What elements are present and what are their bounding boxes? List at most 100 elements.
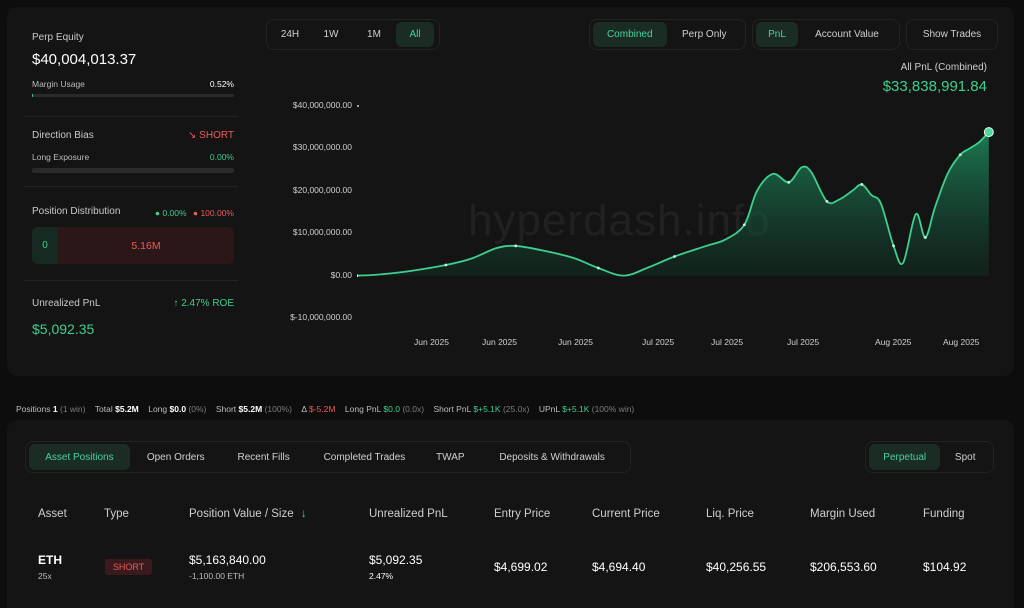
header-funding[interactable]: Funding (923, 508, 965, 520)
y-tick-label: $40,000,000.00 (292, 100, 352, 110)
chart-header-label: All PnL (Combined) (900, 62, 987, 73)
x-tick-label: Aug 2025 (875, 337, 912, 347)
x-tick-label: Jul 2025 (787, 337, 820, 347)
short-pnl-label: Short PnL (433, 404, 472, 414)
data-point (860, 183, 864, 186)
x-tick-label: Jun 2025 (482, 337, 517, 347)
margin-usage-bar (32, 94, 234, 97)
tab-completed-trades[interactable]: Completed Trades (323, 451, 406, 463)
tab-open-orders[interactable]: Open Orders (146, 451, 205, 463)
header-type[interactable]: Type (104, 508, 129, 520)
tab-perpetual[interactable]: Perpetual (869, 444, 941, 470)
pnl-chart[interactable] (357, 100, 997, 330)
range-selector: 24H 1W 1M All (266, 19, 440, 50)
latest-point-marker[interactable] (983, 127, 994, 138)
row-margin-used: $206,553.60 (810, 560, 877, 574)
short-pnl-note: (25.0x) (502, 404, 530, 414)
y-tick-label: $10,000,000.00 (292, 227, 352, 238)
row-asset: ETH (38, 553, 62, 567)
header-asset[interactable]: Asset (38, 508, 67, 520)
show-trades-button[interactable]: Show Trades (922, 29, 982, 40)
header-current-price[interactable]: Current Price (592, 508, 660, 520)
x-tick-label: Jun 2025 (558, 337, 593, 347)
x-tick-label: Jul 2025 (642, 337, 675, 347)
long-note: (0%) (188, 404, 207, 414)
long-pnl-label: Long PnL (344, 404, 382, 414)
row-unrealized-pct: 2.47% (369, 571, 394, 581)
data-point (596, 266, 600, 270)
perp-equity-label: Perp Equity (32, 32, 84, 43)
long-exposure-value: 0.00% (209, 152, 234, 162)
pnl-area (357, 132, 989, 276)
short-label: Short (215, 404, 237, 414)
header-margin-used[interactable]: Margin Used (810, 508, 876, 520)
range-tab-all[interactable]: All (396, 22, 434, 47)
header-liq-price[interactable]: Liq. Price (706, 508, 754, 520)
data-point (673, 255, 676, 258)
row-leverage: 25x (38, 571, 52, 581)
market-tabs: Perpetual Spot (865, 441, 994, 473)
y-tick-label: $20,000,000.00 (292, 184, 352, 195)
show-trades-toggle: Show Trades (906, 19, 998, 50)
range-tab-1w[interactable]: 1W (323, 29, 339, 40)
header-entry-price[interactable]: Entry Price (494, 508, 551, 520)
dist-short-segment: 5.16M (58, 227, 234, 264)
long-exposure-bar (32, 168, 234, 173)
overview-card (7, 7, 1014, 376)
delta-value: $-5.2M (309, 404, 336, 414)
tab-recent-fills[interactable]: Recent Fills (237, 451, 290, 463)
mode-tab-combined[interactable]: Combined (593, 22, 667, 47)
metric-selector: PnL Account Value (752, 19, 900, 50)
unrealized-roe-text: 2.47% ROE (181, 298, 234, 309)
header-unrealized-pnl[interactable]: Unrealized PnL (369, 508, 448, 520)
metric-tab-pnl[interactable]: PnL (756, 22, 798, 47)
header-position-value[interactable]: Position Value / Size ↓ (189, 508, 307, 520)
tab-twap[interactable]: TWAP (436, 451, 465, 463)
dist-short-pct: 100.00% (200, 208, 234, 218)
unrealized-pnl-value: $5,092.35 (32, 321, 95, 337)
stats-bar: Positions 1 (1 win) Total $5.2M Long $0.… (16, 404, 634, 414)
header-position-value-text: Position Value / Size (189, 508, 294, 520)
mode-selector: Combined Perp Only (589, 19, 746, 50)
perp-equity-value: $40,004,013.37 (32, 51, 137, 68)
short-dot-icon: ● (192, 208, 199, 218)
tab-asset-positions[interactable]: Asset Positions (29, 444, 130, 470)
axis-marker (357, 105, 359, 107)
positions-label: Positions (16, 404, 51, 414)
short-note: (100%) (264, 404, 292, 414)
data-point (958, 153, 962, 157)
trend-down-icon: ↘ (188, 130, 197, 141)
chart-header-value: $33,838,991.84 (882, 78, 987, 95)
row-funding: $104.92 (923, 560, 967, 574)
range-tab-1m[interactable]: 1M (367, 29, 381, 40)
delta-label: Δ (301, 404, 307, 414)
divider (24, 280, 238, 281)
long-exposure-label: Long Exposure (32, 152, 90, 162)
data-point (444, 263, 448, 267)
position-distribution-label: Position Distribution (32, 206, 121, 217)
tab-deposits-withdrawals[interactable]: Deposits & Withdrawals (499, 451, 605, 463)
data-point (787, 180, 791, 184)
total-value: $5.2M (115, 404, 139, 414)
watermark: hyperdash.info (468, 196, 771, 245)
unrealized-roe: ↑ 2.47% ROE (32, 298, 234, 309)
data-point (923, 236, 927, 239)
direction-bias-label: Direction Bias (32, 130, 94, 141)
long-pnl-value: $0.0 (383, 404, 400, 414)
tab-spot[interactable]: Spot (954, 451, 976, 463)
short-value: $5.2M (238, 404, 263, 414)
dist-long-segment: 0 (32, 227, 58, 264)
mode-tab-perp-only[interactable]: Perp Only (682, 29, 727, 40)
row-type-badge: SHORT (105, 559, 152, 575)
row-current-price: $4,694.40 (592, 560, 646, 574)
range-tab-24h[interactable]: 24H (280, 29, 300, 40)
metric-tab-account-value[interactable]: Account Value (815, 29, 879, 40)
y-tick-label: $-10,000,000.00 (290, 312, 352, 322)
position-tabs: Asset Positions Open Orders Recent Fills… (25, 441, 631, 473)
y-tick-label: $0.00 (330, 269, 352, 280)
position-distribution-legend: ● 0.00% ● 100.00% (32, 208, 234, 218)
data-point (742, 223, 746, 227)
x-tick-label: Jun 2025 (414, 337, 449, 347)
positions-value: 1 (52, 404, 58, 414)
row-size: -1,100.00 ETH (189, 571, 245, 581)
